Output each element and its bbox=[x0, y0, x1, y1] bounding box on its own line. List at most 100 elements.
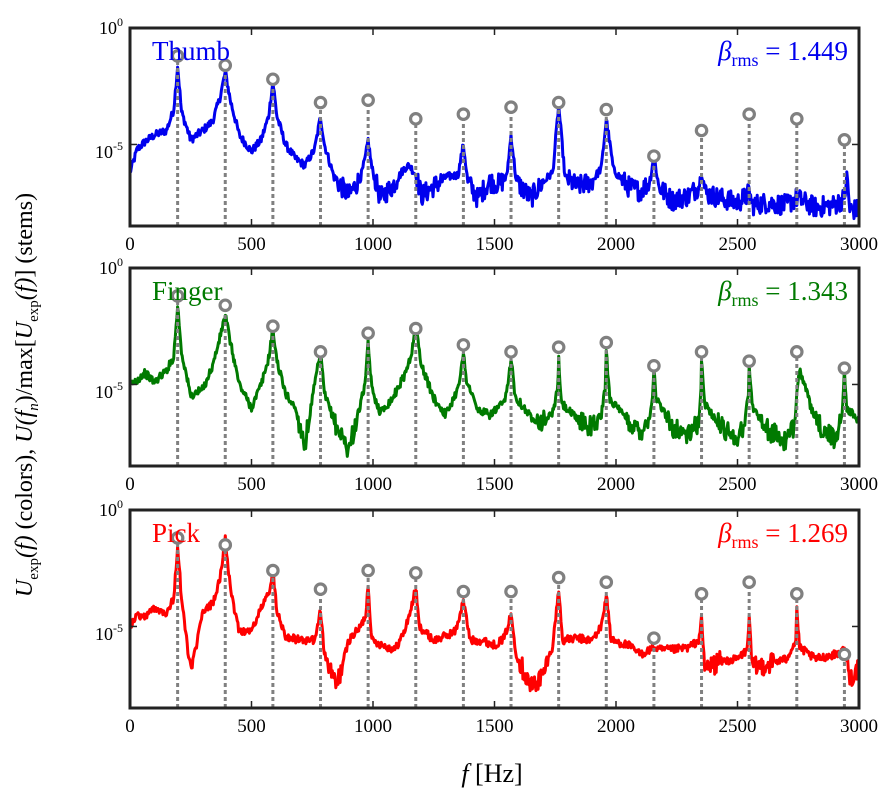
xlabel-unit: [Hz] bbox=[475, 759, 523, 788]
xtick-label: 2000 bbox=[597, 234, 635, 255]
xtick-label: 1500 bbox=[476, 234, 514, 255]
stem-marker bbox=[837, 647, 852, 662]
spectrum-line-pick bbox=[130, 534, 859, 693]
stem-marker bbox=[694, 345, 709, 359]
beta-rms-pick: βrms = 1.269 bbox=[717, 518, 848, 552]
xtick-labels-thumb: 0 500 1000 1500 2000 2500 3000 bbox=[125, 234, 878, 255]
xtick-label: 2500 bbox=[719, 234, 757, 255]
stem-marker bbox=[599, 575, 614, 590]
stem-marker bbox=[504, 100, 518, 114]
xtick-labels-pick: 0 500 1000 1500 2000 2500 3000 bbox=[125, 716, 878, 737]
ticks-thumb bbox=[129, 27, 860, 226]
stem-marker bbox=[266, 319, 280, 334]
stem-marker bbox=[218, 538, 233, 552]
xtick-label: 500 bbox=[237, 716, 266, 737]
xtick-label: 2000 bbox=[597, 474, 635, 495]
ytick-top-thumb: 100 bbox=[99, 15, 123, 38]
xtick-label: 0 bbox=[125, 234, 135, 255]
stem-marker bbox=[170, 49, 185, 63]
stem-marker bbox=[551, 340, 566, 354]
ytick-mid-thumb: 10-5 bbox=[95, 139, 123, 162]
stem-marker bbox=[361, 563, 375, 578]
ylabel-stems-mid: )/max[ bbox=[12, 339, 38, 403]
stem-marker bbox=[599, 102, 614, 117]
ytick-top-pick: 100 bbox=[99, 497, 123, 520]
stem-marker bbox=[647, 359, 661, 373]
panel-title-finger: Finger bbox=[152, 276, 223, 306]
xlabel-symbol: f bbox=[461, 759, 472, 788]
stem-marker bbox=[694, 587, 709, 601]
stem-marker bbox=[504, 584, 518, 599]
stem-marker bbox=[313, 95, 328, 110]
svg-text:Uexp(f) (colors), U(fn)/max[Ue: Uexp(f) (colors), U(fn)/max[Uexp(f)] (st… bbox=[12, 193, 42, 597]
stem-marker bbox=[313, 345, 328, 359]
stem-marker bbox=[408, 566, 423, 580]
xtick-label: 500 bbox=[237, 234, 266, 255]
ylabel-stems-text: (stems) bbox=[12, 193, 38, 264]
stem-marker bbox=[504, 345, 518, 359]
stem-marker bbox=[599, 335, 614, 350]
spectrum-line-thumb bbox=[130, 65, 859, 221]
xtick-label: 1500 bbox=[476, 474, 514, 495]
stem-marker bbox=[313, 582, 328, 596]
ylabel-colors-text: (colors), bbox=[12, 449, 38, 530]
stem-marker bbox=[647, 149, 661, 163]
xtick-label: 0 bbox=[125, 474, 135, 495]
stem-marker bbox=[742, 354, 756, 368]
ytick-mid-finger: 10-5 bbox=[95, 379, 123, 402]
beta-rms-finger: βrms = 1.343 bbox=[717, 276, 848, 310]
ylabel-colors-sub: exp bbox=[26, 558, 42, 580]
xtick-label: 1000 bbox=[354, 716, 392, 737]
ticks-pick bbox=[129, 509, 860, 708]
svg-text:f [Hz]: f [Hz] bbox=[461, 759, 522, 788]
xtick-label: 3000 bbox=[840, 716, 878, 737]
stem-marker bbox=[456, 338, 471, 352]
stem-marker bbox=[789, 345, 804, 359]
y-axis-label: Uexp(f) (colors), U(fn)/max[Uexp(f)] (st… bbox=[12, 193, 42, 597]
ytick-mid-pick: 10-5 bbox=[95, 621, 123, 644]
xtick-label: 1000 bbox=[354, 234, 392, 255]
stem-marker bbox=[456, 107, 471, 121]
ticks-finger bbox=[129, 267, 860, 466]
panel-finger: 100 10-5 Finger βrms = 1.343 0 500 1000 … bbox=[95, 255, 878, 495]
x-axis-label: f [Hz] bbox=[461, 759, 522, 788]
panel-pick: 100 10-5 Pick βrms = 1.269 0 500 1000 15… bbox=[95, 497, 878, 737]
stem-marker bbox=[218, 58, 233, 73]
xtick-label: 3000 bbox=[840, 474, 878, 495]
stem-marker bbox=[837, 133, 852, 147]
ylabel-colors-arg: (f) bbox=[12, 535, 38, 558]
stem-marker bbox=[361, 326, 375, 341]
plot-area-thumb bbox=[130, 49, 859, 226]
plot-area-finger bbox=[130, 289, 859, 466]
xtick-label: 1500 bbox=[476, 716, 514, 737]
stem-marker bbox=[408, 112, 423, 126]
spectrum-line-finger bbox=[130, 305, 859, 458]
xtick-label: 2000 bbox=[597, 716, 635, 737]
ylabel-stems-close: ] bbox=[12, 270, 38, 278]
panel-title-pick: Pick bbox=[152, 518, 201, 548]
xtick-label: 2500 bbox=[719, 474, 757, 495]
stem-marker bbox=[551, 95, 566, 110]
panel-thumb: 100 10-5 Thumb βrms = 1.449 0 500 1000 1… bbox=[95, 15, 878, 255]
xtick-label: 2500 bbox=[719, 716, 757, 737]
xtick-label: 0 bbox=[125, 716, 135, 737]
xtick-label: 1000 bbox=[354, 474, 392, 495]
stem-marker bbox=[742, 107, 756, 121]
stem-marker bbox=[551, 570, 566, 585]
stem-marker bbox=[694, 123, 709, 138]
panel-title-thumb: Thumb bbox=[152, 36, 230, 66]
stem-marker bbox=[266, 563, 280, 578]
plot-area-pick bbox=[130, 531, 859, 708]
ylabel-stems-inner-symbol: U bbox=[12, 320, 38, 339]
stem-marker bbox=[789, 112, 804, 126]
stem-marker bbox=[742, 575, 756, 590]
stem-marker bbox=[647, 631, 661, 645]
beta-rms-thumb: βrms = 1.449 bbox=[717, 36, 848, 70]
stem-marker bbox=[266, 72, 280, 87]
ylabel-stems-arg-open: (f bbox=[12, 407, 38, 425]
xtick-label: 500 bbox=[237, 474, 266, 495]
stem-marker bbox=[170, 289, 185, 303]
ylabel-colors-symbol: U bbox=[12, 578, 38, 597]
xtick-label: 3000 bbox=[840, 234, 878, 255]
